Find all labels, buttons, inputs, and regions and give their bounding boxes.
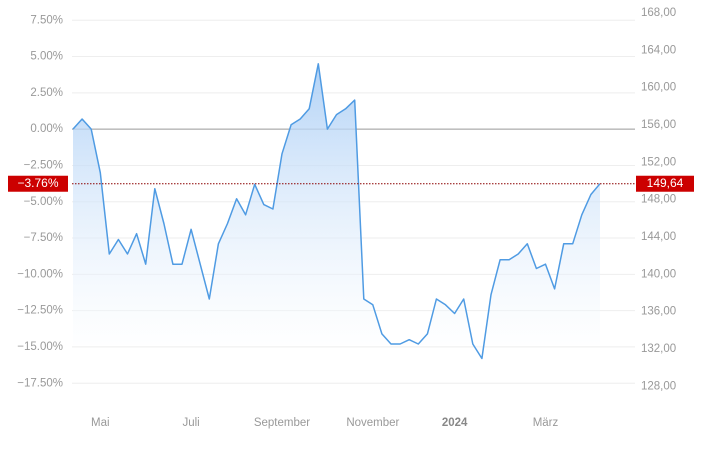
x-tick-label: März: [533, 417, 559, 429]
current-price-box: [636, 175, 694, 192]
current-price-label: 149,64: [647, 176, 684, 190]
y-tick-label: −2.50%: [24, 159, 63, 171]
y2-tick-label: 128,00: [641, 380, 676, 392]
x-tick-label: 2024: [442, 417, 468, 429]
y2-tick-label: 168,00: [641, 7, 676, 19]
y-tick-label: 5.00%: [30, 51, 63, 63]
y2-tick-label: 144,00: [641, 231, 676, 243]
y2-tick-label: 156,00: [641, 119, 676, 131]
area-fill: [73, 63, 600, 359]
price-line: [72, 63, 601, 360]
y2-tick-label: 164,00: [641, 44, 676, 56]
y-tick-label: 0.00%: [30, 123, 63, 135]
y-tick-label: 7.50%: [30, 14, 63, 26]
y2-tick-label: 136,00: [641, 306, 676, 318]
x-tick-label: September: [254, 417, 310, 429]
x-tick-label: Mai: [91, 417, 110, 429]
y-tick-label: 2.50%: [30, 87, 63, 99]
y2-tick-label: 140,00: [641, 268, 676, 280]
current-value-box: [8, 175, 68, 192]
y-tick-label: −7.50%: [24, 232, 63, 244]
y-tick-label: −17.50%: [17, 377, 63, 389]
y-tick-label: −10.00%: [17, 268, 63, 280]
y-tick-label: −15.00%: [17, 341, 63, 353]
y2-tick-label: 148,00: [641, 194, 676, 206]
y-tick-label: −5.00%: [24, 196, 63, 208]
x-tick-label: Juli: [182, 417, 199, 429]
current-value-label: −3.76%: [17, 176, 58, 190]
x-tick-label: November: [346, 417, 399, 429]
y-tick-label: −12.50%: [17, 305, 63, 317]
y2-tick-label: 132,00: [641, 343, 676, 355]
y2-tick-label: 160,00: [641, 82, 676, 94]
y2-tick-label: 152,00: [641, 156, 676, 168]
